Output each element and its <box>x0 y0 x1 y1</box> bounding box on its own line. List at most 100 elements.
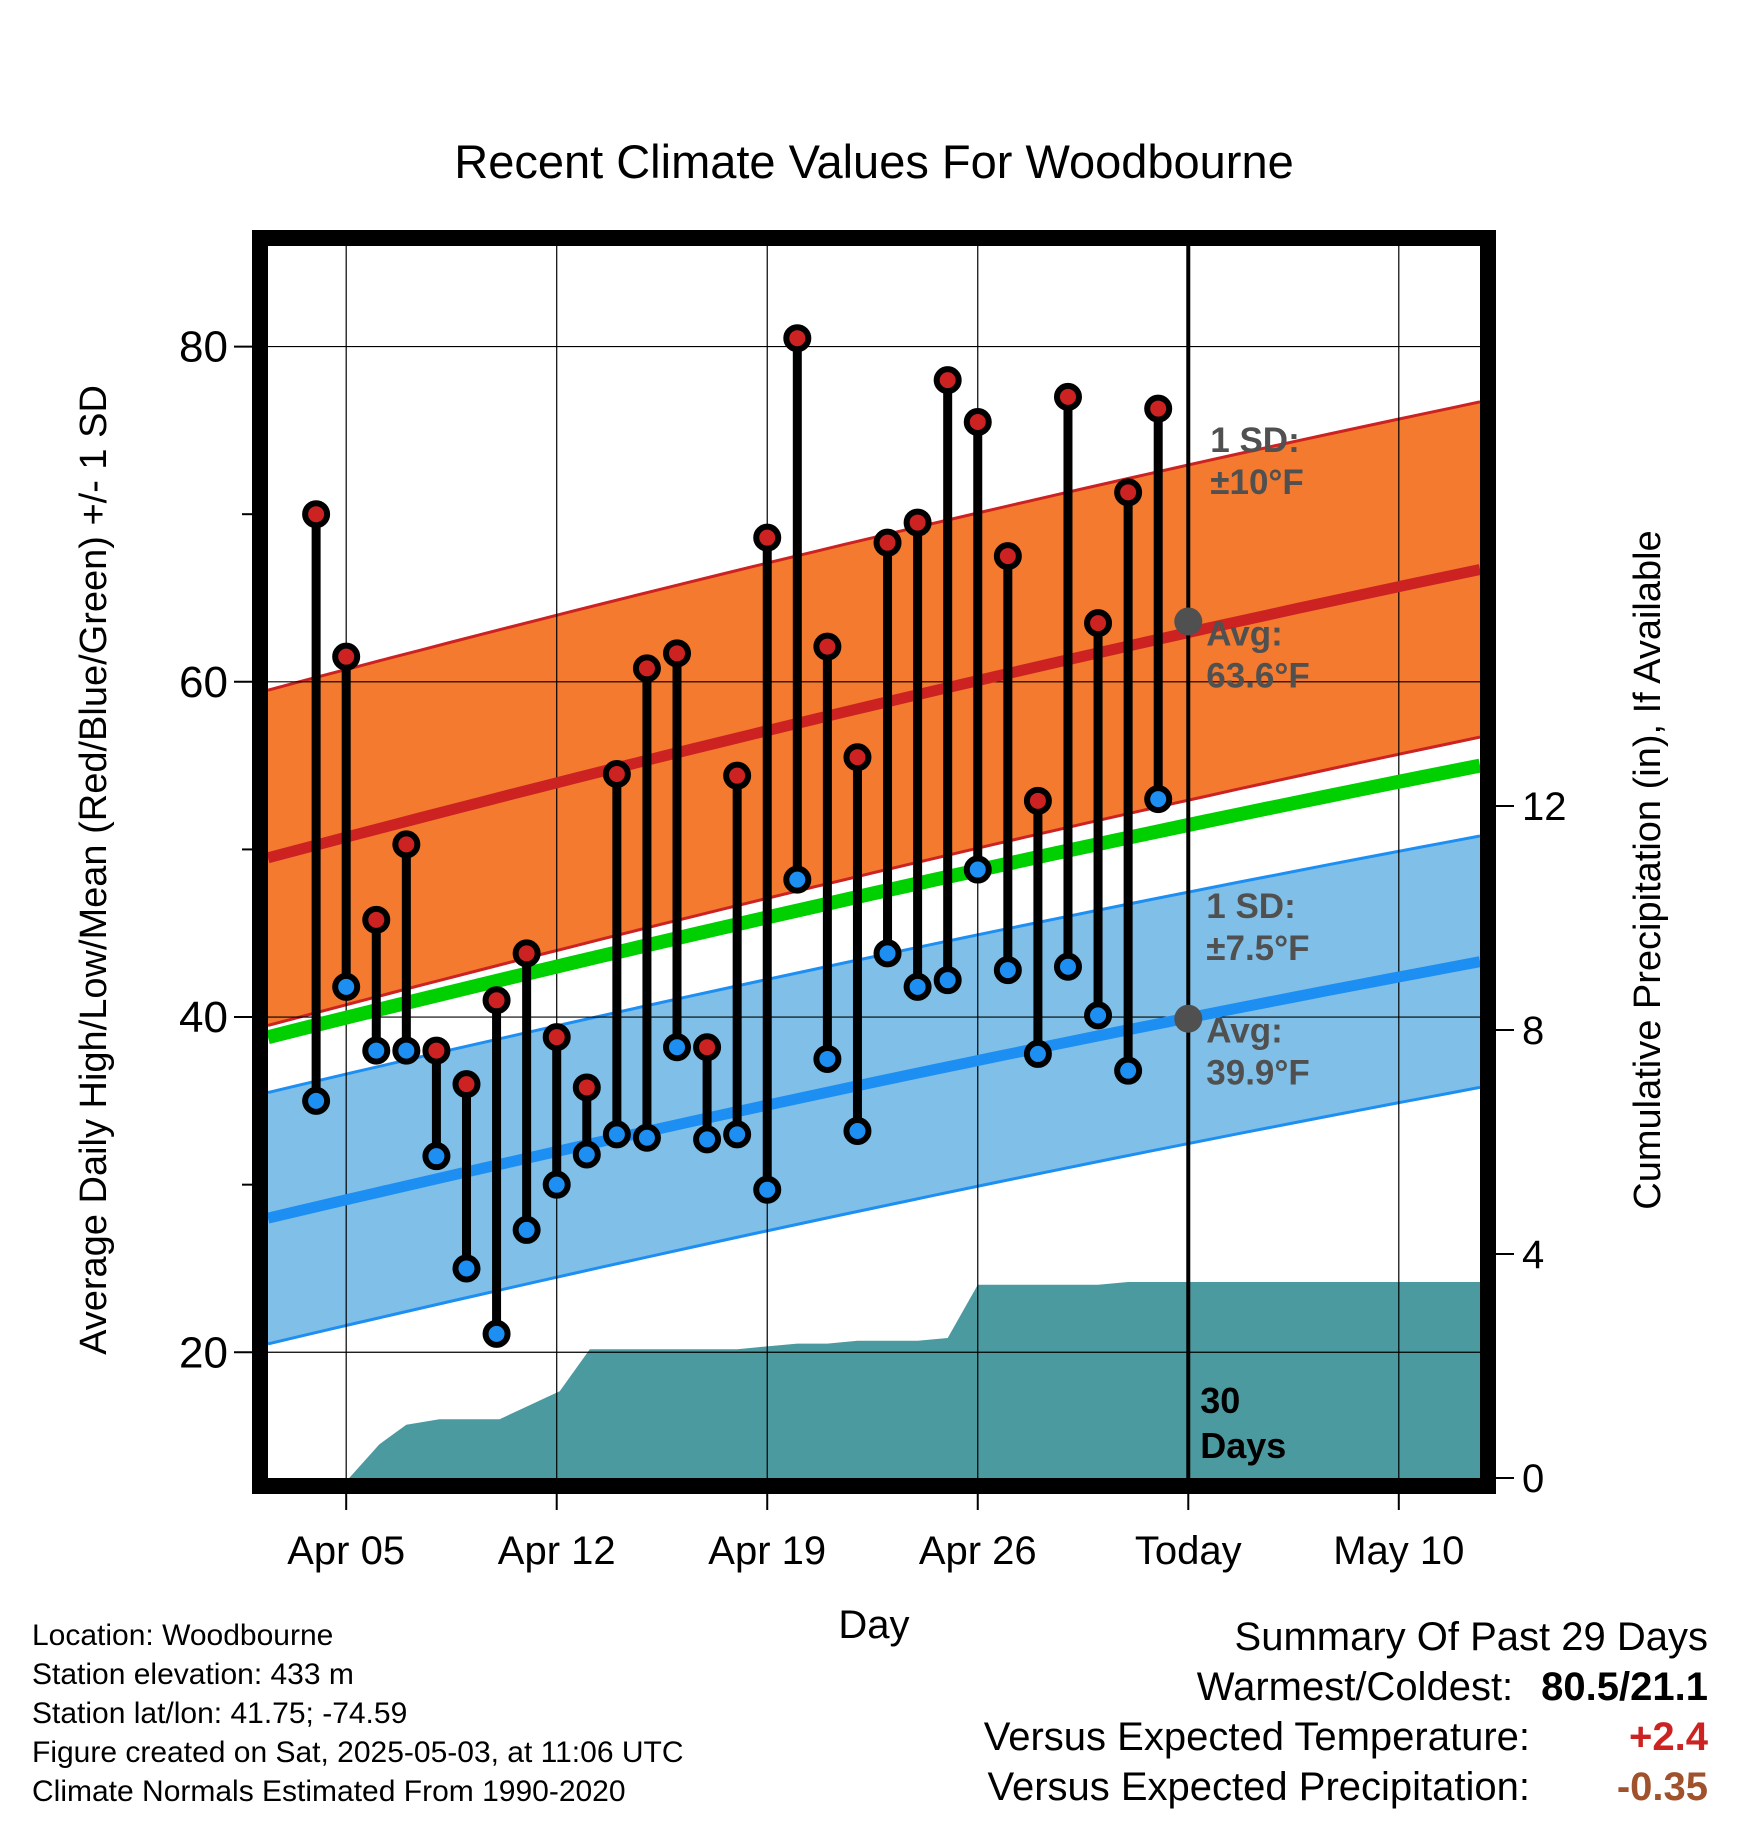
today-days-label-2: Days <box>1200 1425 1286 1466</box>
daily-low-point-8 <box>512 1215 541 1244</box>
axes: 20 40 60 80 0 4 8 12 Apr 05 Apr 12 Apr 19 Apr 26 Tod… <box>179 323 1566 1573</box>
daily-high-point-28 <box>1114 478 1143 507</box>
y2-tick-label-2: 8 <box>1522 1009 1544 1053</box>
daily-low-point-18 <box>813 1044 842 1073</box>
daily-high-point-19 <box>843 743 872 772</box>
daily-low-point-25 <box>1023 1039 1052 1068</box>
y2-tick-label-3: 12 <box>1522 785 1567 829</box>
daily-high-point-22 <box>933 366 962 395</box>
high-sd-upper-edge <box>268 400 1480 692</box>
daily-high-point-29 <box>1144 394 1173 423</box>
daily-low-point-12 <box>632 1123 661 1152</box>
daily-high-point-15 <box>723 761 752 790</box>
location-text: Location: Woodbourne <box>32 1619 334 1652</box>
y-tick-label-2: 60 <box>179 658 228 707</box>
created-text: Figure created on Sat, 2025-05-03, at 11… <box>32 1736 684 1769</box>
daily-high-point-23 <box>963 408 992 436</box>
warmest-value: 80.5/21.1 <box>1541 1665 1708 1709</box>
precip-diff-value: -0.35 <box>1616 1765 1708 1809</box>
x-tick-label-4: Today <box>1135 1529 1242 1573</box>
daily-high-point-18 <box>813 632 842 661</box>
high-sd-text-1: 1 SD: <box>1210 421 1299 460</box>
today-days-label-1: 30 <box>1200 1380 1240 1421</box>
summary-title: Summary Of Past 29 Days <box>1234 1615 1708 1659</box>
warmest-label: Warmest/Coldest: <box>1196 1665 1514 1709</box>
daily-high-point-5 <box>422 1036 451 1065</box>
daily-low-point-10 <box>572 1140 601 1169</box>
daily-high-point-14 <box>693 1033 722 1062</box>
daily-high-point-4 <box>392 830 421 859</box>
daily-high-point-20 <box>873 528 902 557</box>
daily-high-point-6 <box>452 1070 481 1099</box>
station-info: Location: Woodbourne Station elevation: … <box>32 1616 684 1811</box>
daily-low-point-22 <box>933 966 962 995</box>
temp-diff-value: +2.4 <box>1629 1715 1708 1759</box>
low-sd-text-1: 1 SD: <box>1206 887 1295 926</box>
daily-low-point-3 <box>362 1036 391 1065</box>
high-avg-text-2: 63.6°F <box>1206 656 1310 695</box>
summary-warmest-row: Warmest/Coldest: 80.5/21.1 <box>984 1662 1708 1712</box>
low-sd-text-2: ±7.5°F <box>1206 929 1309 968</box>
daily-low-point-23 <box>963 855 992 884</box>
daily-low-point-29 <box>1144 785 1173 814</box>
mean-normal-line <box>268 758 1480 1044</box>
precip-cumulative-area <box>286 1282 1480 1478</box>
daily-low-point-4 <box>392 1036 421 1065</box>
high-sd-band <box>268 401 1480 1026</box>
daily-high-point-8 <box>512 939 541 968</box>
high-normal-line <box>268 564 1480 864</box>
daily-low-point-20 <box>873 939 902 968</box>
daily-high-point-2 <box>332 642 361 671</box>
temp-diff-label: Versus Expected Temperature: <box>983 1715 1530 1759</box>
daily-low-point-17 <box>783 865 812 894</box>
daily-high-point-7 <box>482 986 511 1015</box>
y2-tick-label-1: 4 <box>1522 1233 1544 1277</box>
low-sd-band <box>268 836 1480 1344</box>
x-tick-label-3: Apr 26 <box>919 1529 1037 1573</box>
y2-tick-label-0: 0 <box>1522 1457 1544 1501</box>
daily-low-point-1 <box>302 1086 331 1115</box>
daily-observations <box>302 324 1173 1348</box>
daily-high-point-1 <box>302 500 331 529</box>
daily-high-point-16 <box>753 523 782 552</box>
daily-low-point-28 <box>1114 1056 1143 1085</box>
high-sd-lower-edge <box>268 735 1480 1027</box>
x-tick-label-5: May 10 <box>1333 1529 1464 1573</box>
daily-low-point-24 <box>993 956 1022 985</box>
x-tick-label-1: Apr 12 <box>498 1529 616 1573</box>
normals-text: Climate Normals Estimated From 1990-2020 <box>32 1775 626 1808</box>
daily-low-point-5 <box>422 1142 451 1171</box>
daily-high-point-3 <box>362 905 391 934</box>
daily-high-point-13 <box>663 639 692 668</box>
daily-low-point-7 <box>482 1319 511 1348</box>
precip-diff-label: Versus Expected Precipitation: <box>987 1765 1530 1809</box>
daily-low-point-19 <box>843 1117 872 1146</box>
daily-high-point-10 <box>572 1073 601 1102</box>
x-axis-label: Day <box>838 1603 909 1647</box>
y-tick-label-1: 40 <box>179 993 228 1042</box>
daily-low-point-6 <box>452 1254 481 1283</box>
daily-high-point-9 <box>542 1023 571 1052</box>
daily-high-point-11 <box>602 760 631 788</box>
high-avg-text-1: Avg: <box>1206 614 1282 653</box>
daily-high-point-17 <box>783 324 812 353</box>
daily-low-point-13 <box>663 1033 692 1062</box>
latlon-text: Station lat/lon: 41.75; -74.59 <box>32 1697 408 1730</box>
elevation-text: Station elevation: 433 m <box>32 1658 354 1691</box>
low-sd-lower-edge <box>268 1085 1480 1346</box>
y-tick-label-0: 20 <box>179 1328 228 1377</box>
y-tick-label-3: 80 <box>179 323 228 372</box>
daily-low-point-11 <box>602 1120 631 1149</box>
daily-high-point-27 <box>1084 609 1113 638</box>
daily-low-point-27 <box>1084 1001 1113 1030</box>
y2-axis-label: Cumulative Precipitation (in), If Availa… <box>1627 530 1669 1209</box>
daily-low-point-14 <box>693 1125 722 1154</box>
summary-temp-row: Versus Expected Temperature: +2.4 <box>984 1712 1708 1762</box>
summary-precip-row: Versus Expected Precipitation: -0.35 <box>984 1762 1708 1812</box>
daily-high-point-12 <box>632 654 661 683</box>
daily-low-point-15 <box>723 1120 752 1149</box>
high-sd-text-2: ±10°F <box>1210 463 1304 502</box>
x-tick-label-2: Apr 19 <box>708 1529 826 1573</box>
